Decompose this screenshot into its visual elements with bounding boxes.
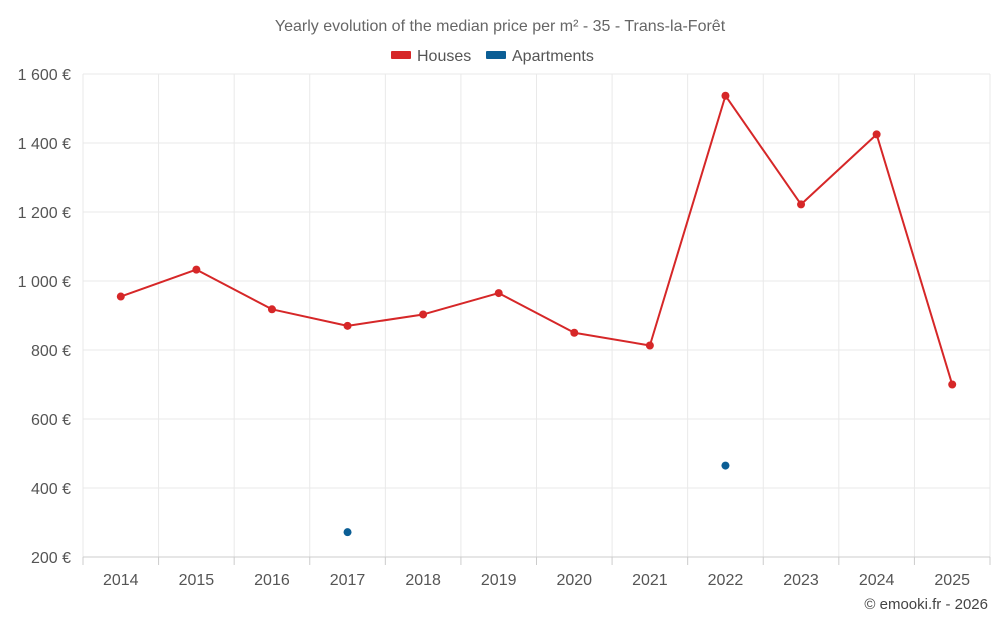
y-tick-label: 1 200 € (18, 205, 71, 222)
data-point-apartments[interactable] (343, 528, 352, 537)
legend-item-houses[interactable]: Houses (391, 48, 471, 65)
data-point-apartments[interactable] (721, 461, 730, 470)
data-point-houses[interactable] (494, 289, 503, 298)
data-point-houses[interactable] (267, 305, 276, 314)
x-tick-label: 2018 (405, 572, 441, 589)
x-tick-label: 2022 (708, 572, 744, 589)
series-houses (116, 91, 957, 389)
legend: Houses Apartments (391, 48, 594, 65)
legend-item-apartments[interactable]: Apartments (486, 48, 594, 65)
series-line-houses (120, 94, 954, 385)
y-tick-label: 600 € (31, 412, 71, 429)
gridlines (82, 73, 991, 557)
legend-swatch-houses (391, 51, 411, 59)
data-point-houses[interactable] (570, 328, 579, 337)
data-point-houses[interactable] (419, 310, 428, 319)
data-point-houses[interactable] (948, 380, 957, 389)
y-tick-label: 1 600 € (18, 67, 71, 84)
data-point-houses[interactable] (645, 341, 654, 350)
legend-swatch-apartments (486, 51, 506, 59)
data-point-houses[interactable] (872, 130, 881, 139)
y-tick-label: 200 € (31, 550, 71, 567)
x-tick-label: 2014 (103, 572, 139, 589)
y-tick-label: 400 € (31, 481, 71, 498)
x-tick-label: 2024 (859, 572, 895, 589)
x-tick-label: 2023 (783, 572, 819, 589)
x-tick-label: 2016 (254, 572, 290, 589)
axes (82, 556, 991, 565)
x-tick-label: 2019 (481, 572, 517, 589)
x-tick-label: 2021 (632, 572, 668, 589)
data-point-houses[interactable] (797, 200, 806, 209)
legend-label-houses: Houses (417, 48, 471, 65)
x-tick-label: 2025 (934, 572, 970, 589)
y-axis-labels: 200 € 400 € 600 € 800 € 1 000 € 1 200 € 1 400 … (18, 67, 71, 567)
series-apartments (343, 461, 730, 537)
data-point-houses[interactable] (343, 321, 352, 330)
credit-text: © emooki.fr - 2026 (864, 596, 988, 613)
legend-label-apartments: Apartments (512, 48, 594, 65)
data-point-houses[interactable] (721, 91, 730, 100)
y-tick-label: 1 400 € (18, 136, 71, 153)
x-axis-labels: 2014 2015 2016 2017 2018 2019 2020 2021 2022 2023… (103, 572, 970, 589)
y-tick-label: 1 000 € (18, 274, 71, 291)
y-tick-label: 800 € (31, 343, 71, 360)
data-point-houses[interactable] (192, 265, 201, 274)
chart-title: Yearly evolution of the median price per… (275, 18, 726, 35)
x-tick-label: 2017 (330, 572, 366, 589)
x-tick-label: 2020 (556, 572, 592, 589)
series (116, 91, 957, 537)
x-tick-label: 2015 (179, 572, 215, 589)
data-point-houses[interactable] (116, 292, 125, 301)
